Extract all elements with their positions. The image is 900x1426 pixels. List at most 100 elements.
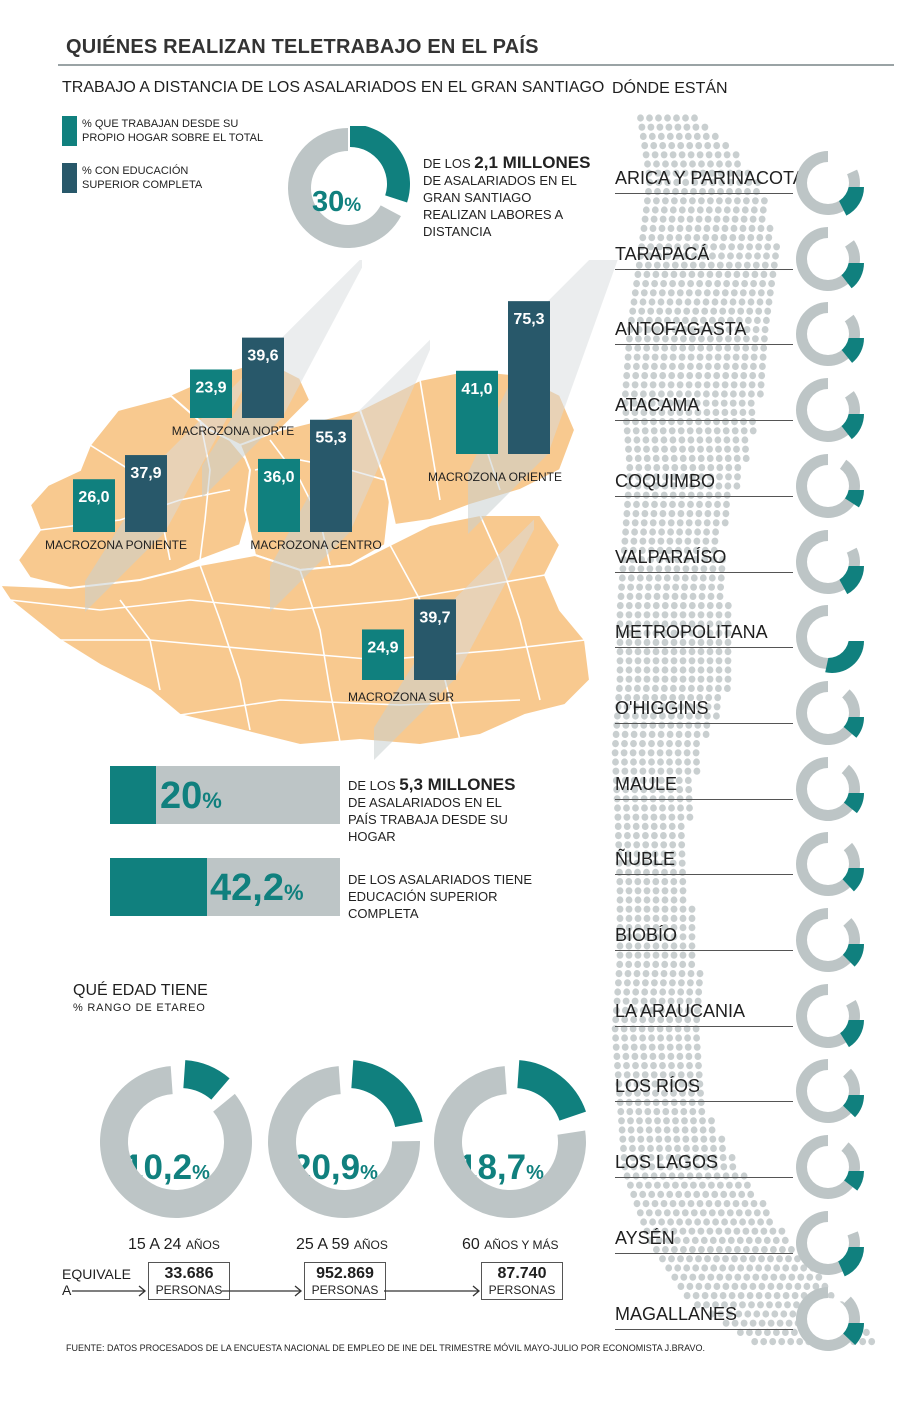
bar-home-4 bbox=[362, 629, 404, 680]
equivalent-label: EQUIVALE A bbox=[62, 1266, 131, 1298]
region-pointer-line bbox=[615, 874, 793, 876]
region-donut bbox=[796, 1059, 864, 1124]
national-stat-bar-education-fill bbox=[110, 858, 208, 916]
region-donut-remainder bbox=[796, 680, 860, 745]
region-pointer-line bbox=[615, 798, 793, 800]
region-pointer-line bbox=[615, 1025, 793, 1027]
age-donut bbox=[100, 1060, 252, 1218]
santiago-donut-label: 30% bbox=[312, 186, 362, 218]
regions-title: DÓNDE ESTÁN bbox=[612, 80, 728, 97]
bar-education-1 bbox=[242, 337, 284, 418]
region-donut bbox=[796, 983, 864, 1048]
region-name: LA ARAUCANIA bbox=[615, 1000, 746, 1021]
age-donut-value bbox=[517, 1060, 586, 1121]
bar-shadow bbox=[350, 339, 430, 532]
bar-shadow bbox=[548, 260, 618, 454]
age-donut-value bbox=[183, 1060, 230, 1100]
bar-education-label: 37,9 bbox=[130, 465, 161, 482]
national-stat-bar-home: 20% bbox=[110, 766, 340, 824]
title-divider bbox=[58, 64, 894, 66]
region-donut bbox=[796, 756, 864, 821]
region-pointer-line bbox=[615, 722, 793, 724]
region-donut bbox=[796, 832, 864, 897]
region-pointer-line bbox=[615, 344, 793, 346]
santiago-donut bbox=[288, 126, 410, 248]
bar-home-label: 24,9 bbox=[367, 639, 398, 656]
region-pointer-line bbox=[615, 1328, 793, 1330]
region-pointer-line bbox=[615, 268, 793, 270]
region-donut bbox=[796, 302, 864, 367]
region-donut bbox=[796, 226, 864, 291]
national-stat-education-value: 42,2% bbox=[210, 867, 304, 909]
zone-label: MACROZONA ORIENTE bbox=[428, 470, 562, 484]
age-range-label: 15 A 24 AÑOS bbox=[128, 1236, 220, 1253]
region-donut bbox=[796, 908, 864, 972]
legend-label-education: % CON EDUCACIÓN SUPERIOR COMPLETA bbox=[82, 165, 203, 191]
santiago-donut-remainder bbox=[288, 128, 401, 248]
region-name: TARAPACÁ bbox=[615, 243, 710, 264]
region-donut bbox=[796, 378, 864, 443]
persons-box: 33.686 PERSONAS bbox=[148, 1262, 230, 1300]
region-donut-remainder bbox=[796, 1286, 860, 1351]
persons-count: 87.740 bbox=[497, 1265, 547, 1282]
region-name: ATACAMA bbox=[615, 395, 700, 416]
age-donut-remainder bbox=[434, 1066, 586, 1218]
region-pointer-line bbox=[615, 647, 793, 649]
national-stat-education-text: DE LOS ASALARIADOS TIENE EDUCACIÓN SUPER… bbox=[348, 872, 532, 921]
section-subtitle: TRABAJO A DISTANCIA DE LOS ASALARIADOS E… bbox=[62, 79, 605, 96]
bar-home-2 bbox=[258, 458, 300, 532]
region-name: MAGALLANES bbox=[615, 1303, 738, 1324]
region-name: AYSÉN bbox=[615, 1227, 675, 1248]
region-name: MAULE bbox=[615, 773, 678, 794]
national-stat-home-text: DE LOS 5,3 MILLONES DE ASALARIADOS EN EL… bbox=[348, 775, 516, 844]
persons-label: PERSONAS bbox=[311, 1283, 379, 1297]
bar-education-2 bbox=[310, 419, 352, 532]
zone-label: MACROZONA SUR bbox=[348, 690, 454, 704]
national-stat-bar-home-fill bbox=[110, 766, 156, 824]
bar-education-label: 39,6 bbox=[247, 348, 278, 365]
region-pointer-line bbox=[615, 950, 793, 951]
age-donut bbox=[268, 1060, 423, 1218]
bar-home-label: 36,0 bbox=[263, 469, 294, 486]
zone-label: MACROZONA PONIENTE bbox=[45, 538, 187, 552]
bar-home-0 bbox=[73, 479, 115, 532]
national-stat-bar-education: 42,2% bbox=[110, 858, 340, 916]
bar-education-label: 55,3 bbox=[315, 430, 346, 447]
region-donut bbox=[796, 151, 864, 216]
region-donut bbox=[796, 605, 864, 674]
region-pointer-line bbox=[615, 193, 793, 194]
bar-education-0 bbox=[125, 455, 167, 532]
legend-swatch-education bbox=[62, 163, 77, 193]
age-range-label: 60 AÑOS Y MÁS bbox=[462, 1236, 559, 1253]
region-donut-remainder bbox=[796, 453, 860, 518]
age-donut-remainder bbox=[268, 1066, 420, 1218]
region-name: METROPOLITANA bbox=[615, 622, 768, 643]
bar-home-label: 23,9 bbox=[195, 379, 226, 396]
bar-home-3 bbox=[456, 370, 498, 454]
arrow-right-icon bbox=[72, 1285, 147, 1297]
santiago-map-chart: 26,0 37,9 MACROZONA PONIENTE 23,9 39,6 MACROZ… bbox=[0, 260, 618, 760]
bar-education-3 bbox=[508, 301, 550, 454]
persons-box: 87.740 PERSONAS bbox=[481, 1262, 563, 1300]
region-name: ARICA Y PARINACOTA bbox=[615, 168, 805, 188]
region-donut-remainder bbox=[796, 1059, 860, 1124]
bar-shadow bbox=[454, 519, 534, 680]
region-pointer-line bbox=[615, 1101, 793, 1103]
bar-home-label: 26,0 bbox=[78, 489, 109, 506]
zone-label: MACROZONA CENTRO bbox=[250, 538, 381, 552]
national-stat-home-value: 20% bbox=[160, 775, 222, 817]
age-range-label: 25 A 59 AÑOS bbox=[296, 1236, 388, 1253]
region-name: BIOBÍO bbox=[615, 925, 678, 945]
region-donut bbox=[796, 1210, 864, 1277]
region-pointer-line bbox=[615, 571, 793, 573]
persons-count: 33.686 bbox=[164, 1265, 214, 1282]
region-donut bbox=[796, 680, 864, 745]
region-name: VALPARAÍSO bbox=[615, 546, 727, 567]
bar-home-label: 41,0 bbox=[461, 381, 492, 398]
region-donut bbox=[796, 453, 864, 518]
page-title: QUIÉNES REALIZAN TELETRABAJO EN EL PAÍS bbox=[66, 36, 539, 58]
persons-label: PERSONAS bbox=[155, 1283, 223, 1297]
santiago-donut-text: DE LOS 2,1 MILLONES DE ASALARIADOS EN EL… bbox=[423, 153, 591, 239]
age-donut-remainder bbox=[100, 1066, 252, 1218]
region-donut bbox=[796, 529, 864, 594]
